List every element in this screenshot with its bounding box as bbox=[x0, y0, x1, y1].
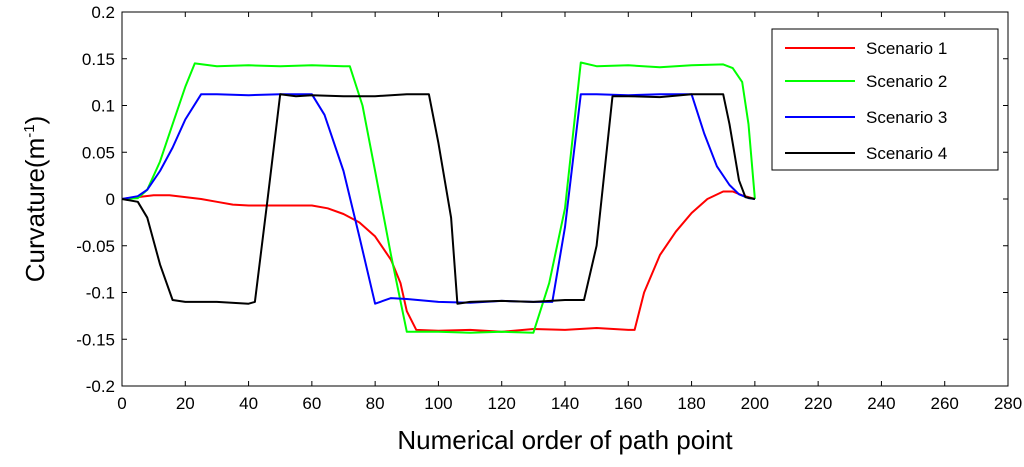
x-axis-title: Numerical order of path point bbox=[397, 425, 733, 455]
x-tick-label: 220 bbox=[804, 394, 832, 413]
x-tick-label: 80 bbox=[366, 394, 385, 413]
legend-box bbox=[771, 28, 999, 171]
y-tick-label: 0.1 bbox=[91, 97, 115, 116]
legend: Scenario 1 Scenario 2 Scenario 3 Scenari… bbox=[771, 28, 999, 171]
y-tick-label: -0.15 bbox=[76, 330, 115, 349]
legend-label-scenario-2: Scenario 2 bbox=[866, 72, 947, 91]
y-tick-label: -0.2 bbox=[86, 377, 115, 396]
axis-ticks: 0 20 40 60 80 100 120 140 160 180 200 220 240 260 280 -… bbox=[76, 3, 1022, 413]
x-tick-label: 260 bbox=[931, 394, 959, 413]
x-tick-label: 120 bbox=[488, 394, 516, 413]
x-tick-label: 140 bbox=[551, 394, 579, 413]
x-tick-label: 20 bbox=[176, 394, 195, 413]
x-tick-label: 100 bbox=[424, 394, 452, 413]
series-line-scenario-1 bbox=[121, 190, 756, 333]
y-axis-title-superscript: -1 bbox=[21, 124, 38, 137]
y-tick-label: 0.05 bbox=[82, 143, 115, 162]
x-tick-label: 60 bbox=[302, 394, 321, 413]
y-tick-label: 0.2 bbox=[91, 3, 115, 22]
legend-label-scenario-4: Scenario 4 bbox=[866, 144, 947, 163]
series-line-scenario-4 bbox=[121, 93, 756, 305]
series-line-scenario-2 bbox=[121, 61, 756, 334]
x-tick-label: 180 bbox=[677, 394, 705, 413]
y-tick-label: -0.05 bbox=[76, 237, 115, 256]
x-tick-label: 280 bbox=[994, 394, 1022, 413]
x-tick-label: 240 bbox=[867, 394, 895, 413]
y-axis-title: Curvature(m-1) bbox=[20, 116, 50, 283]
series-line-scenario-3 bbox=[121, 93, 756, 305]
legend-label-scenario-3: Scenario 3 bbox=[866, 108, 947, 127]
x-tick-label: 200 bbox=[741, 394, 769, 413]
x-tick-label: 160 bbox=[614, 394, 642, 413]
y-tick-label: 0.15 bbox=[82, 50, 115, 69]
x-tick-label: 40 bbox=[239, 394, 258, 413]
x-tick-label: 0 bbox=[117, 394, 126, 413]
y-axis-title-close: ) bbox=[20, 116, 50, 125]
y-tick-label: 0 bbox=[106, 190, 115, 209]
y-axis-title-main: Curvature(m bbox=[20, 138, 50, 282]
y-tick-label: -0.1 bbox=[86, 284, 115, 303]
legend-label-scenario-1: Scenario 1 bbox=[866, 39, 947, 58]
series-lines bbox=[121, 61, 756, 334]
